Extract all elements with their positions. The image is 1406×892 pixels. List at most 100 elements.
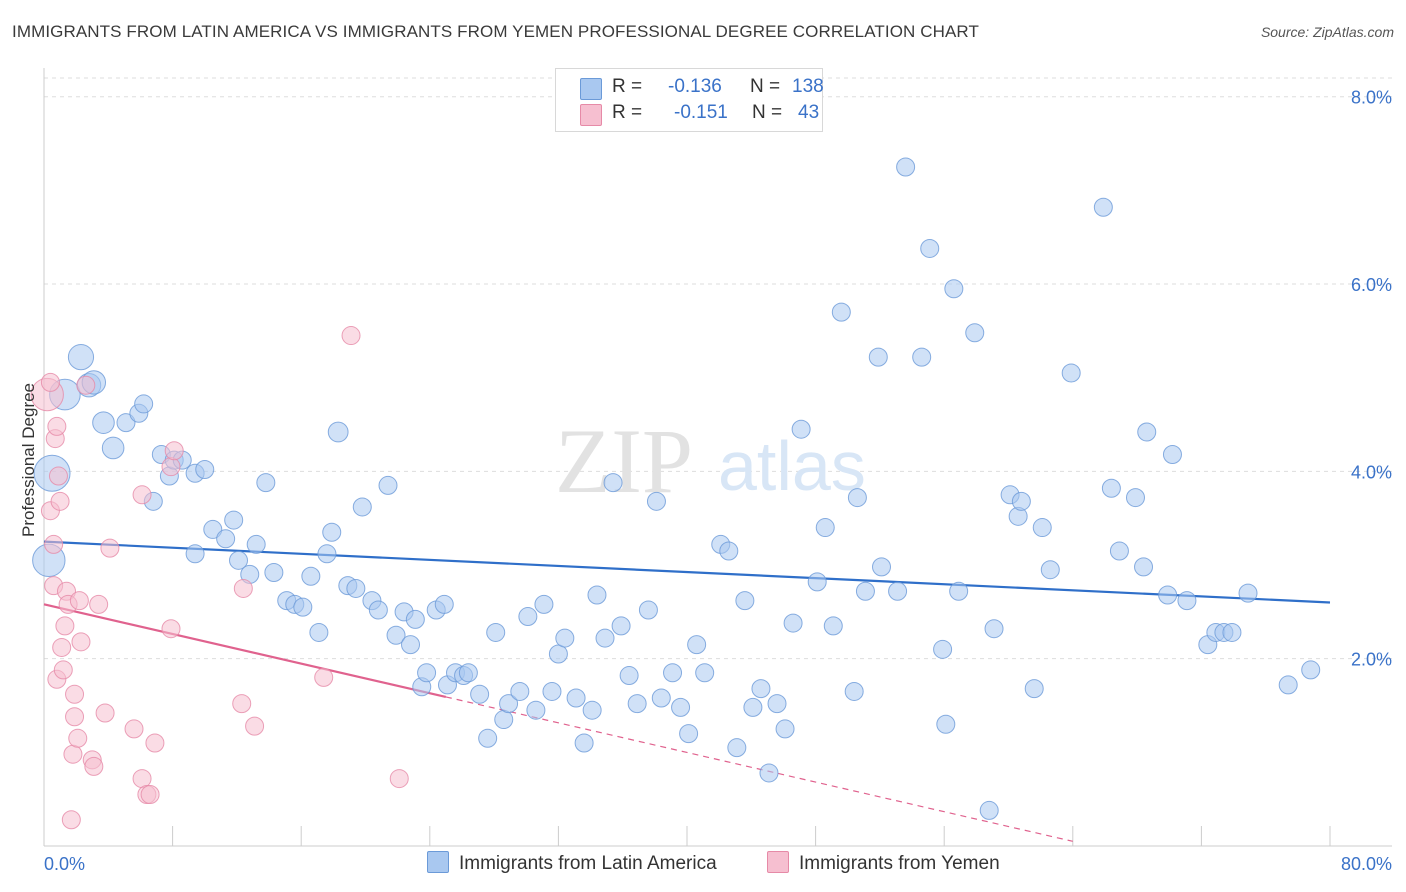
latin-america-point bbox=[185, 544, 205, 564]
latin-america-point bbox=[92, 411, 115, 434]
yemen-point bbox=[132, 485, 152, 505]
y-tick-label: 6.0% bbox=[1351, 275, 1392, 295]
latin-america-point bbox=[542, 681, 562, 701]
legend-n-value: 138 bbox=[792, 76, 824, 97]
latin-america-point bbox=[872, 557, 892, 577]
latin-america-point bbox=[67, 344, 95, 371]
bottom-legend-yemen: Immigrants from Yemen bbox=[767, 851, 1000, 875]
latin-america-point bbox=[405, 609, 425, 629]
yemen-point bbox=[132, 769, 152, 789]
x-tick-label-min: 0.0% bbox=[44, 854, 85, 874]
latin-america-point bbox=[256, 473, 276, 493]
latin-america-point bbox=[855, 581, 875, 601]
latin-america-point bbox=[767, 694, 787, 714]
y-tick-label: 8.0% bbox=[1351, 88, 1392, 108]
latin-america-point bbox=[1177, 591, 1197, 611]
latin-america-point bbox=[651, 688, 671, 708]
yemen-point bbox=[55, 616, 75, 636]
latin-america-point bbox=[949, 581, 969, 601]
yemen-point bbox=[314, 667, 334, 687]
latin-america-point bbox=[1162, 445, 1182, 465]
latin-america-point bbox=[1137, 422, 1157, 442]
latin-america-point bbox=[301, 566, 321, 586]
latin-america-point bbox=[619, 666, 639, 686]
legend-n-label: N = bbox=[750, 76, 781, 97]
source-label: Source: ZipAtlas.com bbox=[1260, 24, 1394, 40]
watermark-atlas: atlas bbox=[718, 427, 866, 505]
latin-america-point bbox=[526, 700, 546, 720]
latin-america-point bbox=[807, 572, 827, 592]
latin-america-point bbox=[1061, 363, 1081, 383]
latin-america-point bbox=[309, 622, 329, 642]
latin-america-point bbox=[555, 628, 575, 648]
bottom-legend-latin-america: Immigrants from Latin America bbox=[427, 851, 717, 875]
watermark: ZIP atlas bbox=[555, 410, 866, 512]
latin-america-point bbox=[1301, 660, 1321, 680]
latin-america-point bbox=[1109, 541, 1129, 561]
latin-america-point bbox=[868, 347, 888, 367]
latin-america-point bbox=[229, 550, 249, 570]
legend-r-value: -0.151 bbox=[674, 102, 728, 123]
latin-america-point bbox=[548, 644, 568, 664]
latin-america-point bbox=[627, 694, 647, 714]
latin-america-point bbox=[322, 522, 342, 542]
yemen-trend-line-extension bbox=[445, 696, 1073, 842]
yemen-point bbox=[69, 591, 89, 611]
latin-america-point bbox=[352, 497, 372, 517]
latin-america-point bbox=[1278, 675, 1298, 695]
yemen-point bbox=[53, 660, 73, 680]
latin-america-point bbox=[534, 594, 554, 614]
y-axis-label: Professional Degree bbox=[19, 383, 38, 537]
yemen-point bbox=[145, 733, 165, 753]
latin-america-point bbox=[671, 697, 691, 717]
latin-america-point bbox=[844, 681, 864, 701]
yemen-point bbox=[68, 728, 88, 748]
latin-america-point bbox=[727, 738, 747, 758]
latin-america-point bbox=[695, 663, 715, 683]
latin-america-point bbox=[401, 635, 421, 655]
latin-america-point bbox=[1040, 560, 1060, 580]
latin-america-point bbox=[346, 578, 366, 598]
yemen-point bbox=[100, 538, 120, 558]
yemen-point bbox=[65, 707, 85, 727]
latin-america-point bbox=[224, 510, 244, 530]
data-points bbox=[30, 157, 1321, 830]
yemen-point bbox=[124, 719, 144, 739]
latin-america-point bbox=[510, 681, 530, 701]
latin-america-point bbox=[566, 688, 586, 708]
latin-america-point bbox=[912, 347, 932, 367]
latin-america-point bbox=[195, 459, 215, 479]
latin-america-point bbox=[815, 518, 835, 538]
y-tick-label: 2.0% bbox=[1351, 650, 1392, 670]
latin-america-point bbox=[1125, 488, 1145, 508]
yemen-point bbox=[84, 756, 104, 776]
latin-america-point bbox=[791, 419, 811, 439]
latin-america-point bbox=[743, 697, 763, 717]
yemen-point bbox=[341, 326, 361, 346]
latin-america-point bbox=[735, 591, 755, 611]
latin-america-point bbox=[486, 622, 506, 642]
tick-labels: 2.0% 4.0% 6.0% 8.0% 0.0% 80.0% bbox=[44, 88, 1392, 874]
chart-title: IMMIGRANTS FROM LATIN AMERICA VS IMMIGRA… bbox=[12, 22, 979, 41]
latin-america-point bbox=[574, 733, 594, 753]
latin-america-point bbox=[646, 491, 666, 511]
latin-america-point bbox=[587, 585, 607, 605]
latin-america-point bbox=[1024, 679, 1044, 699]
latin-america-point bbox=[386, 625, 406, 645]
latin-america-point bbox=[293, 597, 313, 617]
bottom-legend-label: Immigrants from Latin America bbox=[459, 853, 717, 874]
latin-america-point bbox=[719, 541, 739, 561]
yemen-point bbox=[164, 441, 184, 461]
legend-r-value: -0.136 bbox=[668, 76, 722, 97]
latin-america-point bbox=[888, 581, 908, 601]
latin-america-point bbox=[896, 157, 916, 177]
yemen-point bbox=[161, 619, 181, 639]
legend-n-value: 43 bbox=[798, 102, 820, 123]
yemen-point bbox=[50, 491, 70, 511]
latin-america-point bbox=[1222, 622, 1242, 642]
latin-america-point bbox=[327, 421, 349, 443]
latin-america-point bbox=[679, 724, 699, 744]
latin-america-point bbox=[783, 613, 803, 633]
latin-america-point bbox=[1032, 518, 1052, 538]
